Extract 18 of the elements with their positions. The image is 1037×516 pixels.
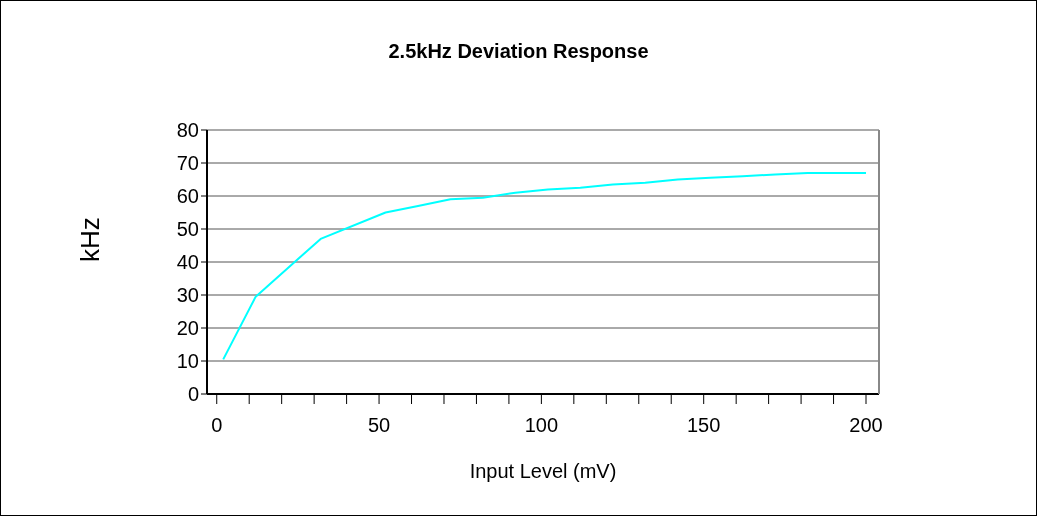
y-tick-label: 0 [187, 383, 199, 406]
x-tick-label: 100 [524, 414, 559, 437]
chart-title: 2.5kHz Deviation Response [387, 40, 650, 63]
line-series [222, 171, 868, 361]
y-tick-label: 40 [176, 251, 199, 274]
y-tick-label: 30 [176, 284, 199, 307]
y-tick-label: 60 [176, 185, 199, 208]
y-axis-title: kHz [75, 217, 106, 262]
y-tick-label: 70 [176, 152, 199, 175]
x-tick-label: 200 [849, 414, 883, 437]
x-tick-label: 0 [211, 414, 223, 437]
y-tick-label: 10 [176, 350, 199, 373]
x-axis-title: Input Level (mV) [469, 460, 617, 482]
x-tick-label: 150 [687, 414, 721, 437]
x-tick-label: 50 [367, 414, 391, 437]
y-tick-label: 20 [176, 317, 199, 340]
y-tick-label: 80 [176, 119, 199, 142]
y-tick-label: 50 [176, 218, 199, 241]
